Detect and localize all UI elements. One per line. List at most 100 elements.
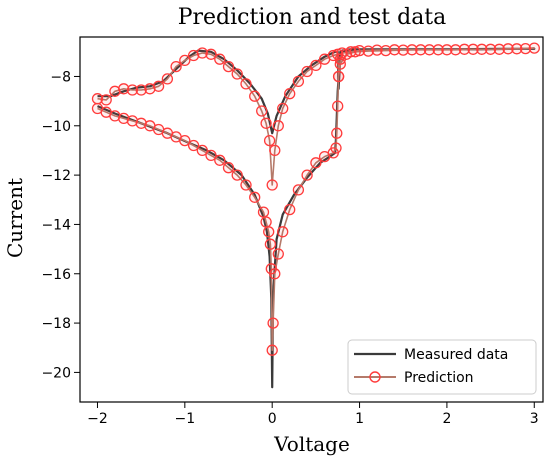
y-axis: −20 −18 −16 −14 −12 −10 −8 [41, 69, 80, 381]
y-axis-label: Current [3, 178, 27, 258]
prediction-point [135, 84, 147, 96]
prediction-point [231, 68, 243, 80]
prediction-point [267, 317, 279, 329]
prediction-point [292, 75, 305, 88]
prediction-point [249, 191, 261, 203]
prediction-point [441, 44, 453, 56]
prediction-point [152, 80, 165, 92]
prediction-point [310, 157, 322, 169]
prediction-point [318, 150, 331, 163]
prediction-point [249, 90, 261, 102]
x-axis: −2 −1 0 1 2 3 [87, 402, 539, 427]
prediction-point [240, 78, 252, 90]
x-tick-label: 0 [268, 411, 277, 427]
legend-marker-prediction [369, 371, 381, 383]
prediction-point [284, 88, 296, 100]
prediction-point [265, 263, 277, 275]
series-line-prediction [97, 47, 536, 352]
prediction-point [161, 73, 174, 85]
plot-area: −2 −1 0 1 2 3 −20−18−16−14−12−10−8 [41, 36, 544, 427]
prediction-point [310, 59, 322, 72]
x-tick-label: −1 [175, 411, 196, 427]
prediction-point [334, 58, 346, 70]
prediction-point [272, 120, 284, 132]
prediction-point [118, 83, 130, 95]
prediction-point [256, 105, 268, 117]
prediction-point [332, 70, 345, 83]
prediction-point [214, 154, 226, 166]
prediction-point [196, 144, 208, 157]
prediction-point [388, 44, 401, 56]
prediction-point [214, 53, 226, 65]
prediction-point [449, 44, 462, 56]
prediction-point [458, 43, 471, 55]
x-tick-label: −2 [87, 411, 108, 427]
prediction-point [260, 117, 272, 129]
series-line-measured [97, 47, 536, 389]
prediction-point [231, 169, 243, 181]
prediction-point [277, 226, 289, 238]
y-tick-label: −20 [41, 365, 71, 381]
prediction-point [484, 43, 497, 55]
y-tick-label: −16 [41, 267, 71, 283]
prediction-point [467, 43, 479, 55]
prediction-point [331, 127, 343, 139]
prediction-point [222, 162, 235, 174]
plot-frame [79, 36, 544, 403]
prediction-point [397, 44, 409, 56]
prediction-point [423, 44, 436, 56]
prediction-point [126, 84, 139, 96]
y-tick-label: −14 [41, 217, 71, 233]
prediction-point [511, 43, 523, 55]
prediction-point [371, 44, 383, 56]
prediction-point [179, 54, 191, 67]
prediction-point [266, 344, 278, 356]
prediction-point [406, 44, 418, 56]
legend: Measured data Prediction [347, 339, 537, 395]
y-tick-label: −18 [41, 316, 71, 332]
prediction-point [264, 238, 277, 250]
prediction-point [502, 43, 514, 55]
prediction-point [269, 144, 281, 157]
prediction-point [362, 45, 374, 57]
prediction-point [187, 139, 200, 152]
legend-label-prediction: Prediction [404, 370, 474, 386]
prediction-point [263, 226, 275, 238]
prediction-point [205, 48, 217, 60]
series-layer [91, 42, 540, 389]
chart-title: Prediction and test data [178, 5, 447, 30]
prediction-point [432, 44, 444, 56]
prediction-point [528, 42, 540, 54]
x-tick-label: 3 [530, 411, 539, 427]
prediction-point [196, 47, 208, 59]
prediction-point [260, 216, 272, 228]
prediction-point [415, 44, 427, 56]
prediction-point [519, 42, 532, 55]
prediction-point [277, 102, 289, 115]
y-tick-label: −8 [50, 69, 71, 85]
prediction-point [292, 184, 305, 196]
legend-label-measured: Measured data [404, 347, 508, 363]
prediction-point [170, 60, 182, 73]
prediction-point [100, 94, 112, 106]
prediction-point [284, 203, 296, 216]
x-tick-label: 2 [442, 411, 451, 427]
prediction-point [476, 43, 488, 55]
prediction-point [301, 65, 313, 78]
prediction-point [493, 43, 505, 55]
prediction-point [263, 134, 276, 147]
y-tick-label: −12 [41, 168, 71, 184]
x-tick-label: 1 [355, 411, 364, 427]
prediction-point [222, 60, 235, 73]
y-tick-label: −10 [41, 119, 71, 135]
prediction-point [91, 102, 104, 115]
prediction-point [332, 100, 344, 112]
prediction-point [266, 179, 278, 191]
prediction-point [240, 179, 252, 191]
prediction-point [257, 206, 270, 218]
prediction-point [380, 44, 392, 57]
prediction-point [301, 169, 313, 181]
prediction-point [205, 149, 217, 162]
prediction-point [340, 48, 353, 60]
